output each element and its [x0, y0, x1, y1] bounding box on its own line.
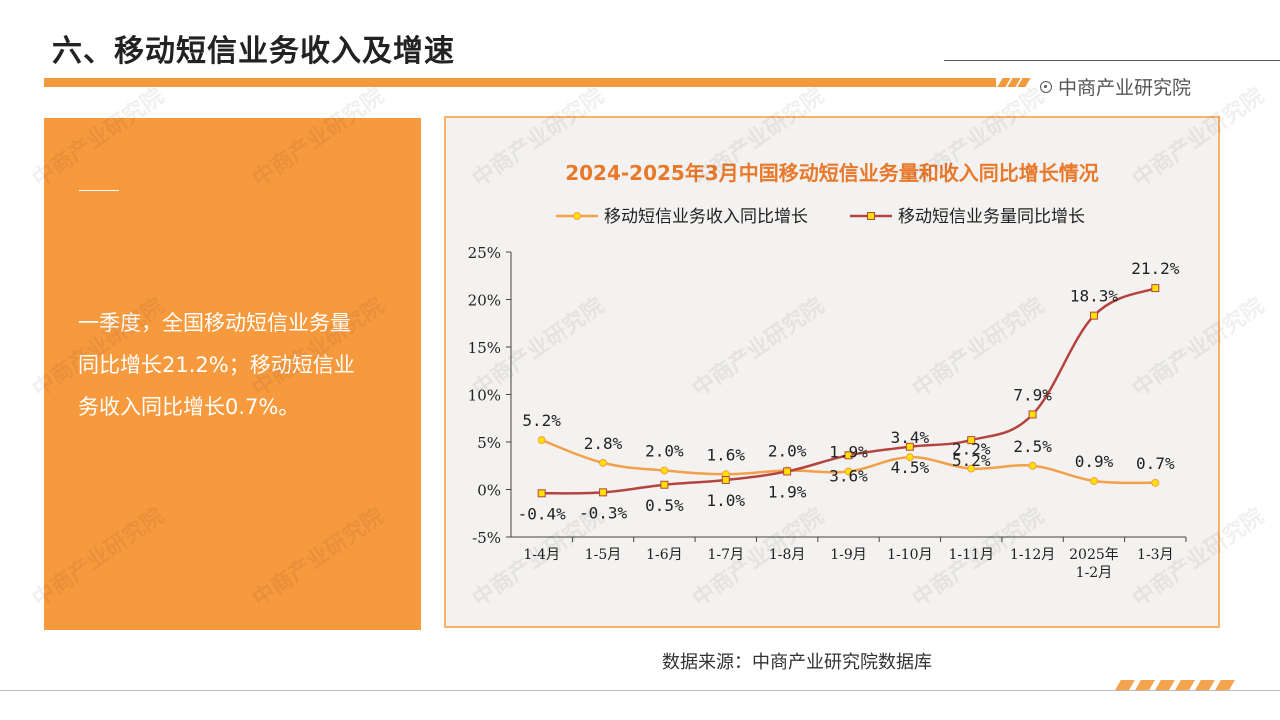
data-label-volume: 7.9% — [1013, 385, 1052, 404]
x-tick-label: 1-10月 — [887, 547, 932, 563]
data-label-volume: 1.9% — [768, 482, 807, 501]
data-point-revenue — [905, 453, 914, 462]
x-tick-label: 1-6月 — [646, 547, 683, 563]
header-rule — [944, 60, 1280, 61]
data-point-revenue — [967, 464, 976, 473]
data-point-volume — [1089, 311, 1098, 320]
y-tick-label: 15% — [468, 339, 501, 357]
data-point-volume — [783, 467, 792, 476]
y-tick-label: -5% — [472, 529, 501, 547]
summary-line: 同比增长21.2%；移动短信业 — [78, 353, 355, 377]
x-tick-label: 1-4月 — [523, 547, 560, 563]
data-point-revenue — [537, 436, 546, 445]
data-point-volume — [1028, 410, 1037, 419]
data-point-volume — [905, 442, 914, 451]
title-accent-bar — [44, 78, 996, 87]
data-label-revenue: 1.6% — [707, 445, 746, 464]
legend-marker-1 — [573, 212, 581, 220]
y-tick-label: 25% — [468, 244, 501, 262]
x-tick-label: 1-12月 — [1010, 547, 1055, 563]
data-label-volume: 21.2% — [1131, 259, 1180, 278]
data-point-volume — [844, 451, 853, 460]
data-label-volume: 3.6% — [829, 466, 868, 485]
data-point-volume — [599, 488, 608, 497]
data-label-revenue: 0.9% — [1075, 452, 1114, 471]
legend-marker-2 — [867, 212, 875, 220]
data-label-revenue: 3.4% — [891, 428, 930, 447]
data-point-volume — [967, 436, 976, 445]
data-label-revenue: 2.0% — [645, 442, 684, 461]
data-label-volume: 5.2% — [952, 451, 991, 470]
target-icon — [1040, 80, 1052, 93]
x-tick-label: 1-3月 — [1137, 547, 1174, 563]
chart-panel: 2024-2025年3月中国移动短信业务量和收入同比增长情况移动短信业务收入同比… — [444, 116, 1220, 628]
brand-name: 中商产业研究院 — [1058, 77, 1192, 99]
data-label-volume: 4.5% — [891, 458, 930, 477]
page-title: 六、移动短信业务收入及增速 — [52, 34, 455, 69]
summary-dash — [79, 190, 119, 191]
data-point-revenue — [599, 458, 608, 467]
summary-line: 一季度，全国移动短信业务量 — [78, 311, 351, 335]
data-point-volume — [721, 476, 730, 484]
data-point-volume — [660, 480, 669, 489]
data-label-revenue: 2.2% — [952, 440, 991, 459]
data-label-volume: 0.5% — [645, 496, 684, 515]
legend-label-1: 移动短信业务收入同比增长 — [604, 207, 808, 227]
data-label-revenue: 5.2% — [522, 411, 561, 430]
data-point-volume — [537, 489, 546, 498]
y-tick-label: 10% — [468, 387, 501, 405]
line-chart: 2024-2025年3月中国移动短信业务量和收入同比增长情况移动短信业务收入同比… — [468, 161, 1187, 581]
data-label-volume: 1.0% — [707, 491, 746, 510]
data-point-revenue — [1028, 461, 1037, 470]
data-source: 数据来源：中商产业研究院数据库 — [662, 652, 932, 673]
summary-line: 务收入同比增长0.7%。 — [78, 395, 300, 419]
x-tick-label: 1-7月 — [707, 547, 744, 563]
data-label-revenue: 1.9% — [829, 442, 868, 461]
data-label-volume: 18.3% — [1070, 287, 1119, 306]
data-point-revenue — [1089, 476, 1098, 485]
x-tick-label: 1-11月 — [949, 547, 994, 563]
footer-rule — [0, 690, 1280, 691]
summary-text: 一季度，全国移动短信业务量 同比增长21.2%；移动短信业 务收入同比增长0.7… — [78, 302, 398, 428]
x-tick-label: 1-8月 — [769, 547, 806, 563]
y-tick-label: 0% — [477, 482, 501, 500]
data-label-volume: -0.4% — [518, 504, 567, 523]
x-tick-label: 1-5月 — [585, 547, 622, 563]
data-point-volume — [1151, 284, 1160, 293]
y-tick-label: 5% — [477, 434, 501, 452]
data-label-revenue: 2.5% — [1013, 437, 1052, 456]
data-label-revenue: 0.7% — [1136, 454, 1175, 473]
data-point-revenue — [1151, 478, 1160, 487]
data-label-revenue: 2.0% — [768, 442, 807, 461]
summary-panel: 一季度，全国移动短信业务量 同比增长21.2%；移动短信业 务收入同比增长0.7… — [44, 118, 421, 630]
data-label-revenue: 2.8% — [584, 434, 623, 453]
x-tick-label: 2025年 — [1069, 547, 1119, 563]
chart-title: 2024-2025年3月中国移动短信业务量和收入同比增长情况 — [565, 161, 1099, 185]
data-point-revenue — [844, 467, 853, 476]
y-tick-label: 20% — [468, 292, 501, 310]
legend-label-2: 移动短信业务量同比增长 — [898, 207, 1085, 227]
x-tick-label: 1-2月 — [1076, 565, 1113, 581]
data-point-revenue — [660, 466, 669, 475]
x-tick-label: 1-9月 — [830, 547, 867, 563]
data-label-volume: -0.3% — [579, 503, 628, 522]
brand: 中商产业研究院 — [1040, 73, 1191, 100]
series-line-2 — [541, 286, 1156, 495]
